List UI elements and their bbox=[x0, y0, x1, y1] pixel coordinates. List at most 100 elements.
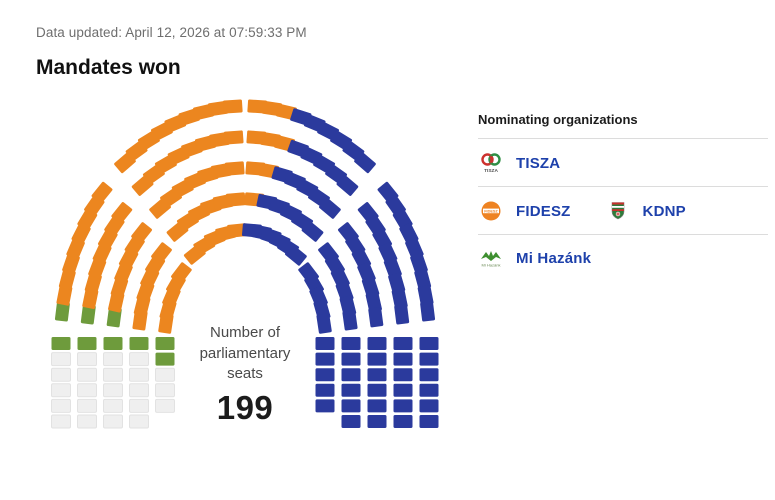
seat[interactable] bbox=[410, 253, 428, 275]
seat[interactable] bbox=[103, 337, 123, 350]
seat[interactable] bbox=[341, 337, 361, 350]
seat[interactable] bbox=[419, 415, 439, 428]
legend-label-fidesz[interactable]: FIDESZ bbox=[516, 202, 571, 220]
seat[interactable] bbox=[155, 352, 175, 366]
seat[interactable] bbox=[315, 399, 335, 413]
seat[interactable] bbox=[341, 352, 361, 366]
seat[interactable] bbox=[318, 197, 341, 219]
seat[interactable] bbox=[155, 337, 175, 350]
seat[interactable] bbox=[170, 262, 192, 285]
seat[interactable] bbox=[155, 398, 175, 413]
seat[interactable] bbox=[393, 415, 413, 428]
seat[interactable] bbox=[419, 352, 439, 366]
seat[interactable] bbox=[77, 367, 97, 382]
legend-label-tisza[interactable]: TISZA bbox=[516, 154, 561, 172]
seat[interactable] bbox=[419, 399, 439, 413]
seat[interactable] bbox=[129, 367, 149, 382]
legend-label-kdnp[interactable]: KDNP bbox=[642, 202, 686, 220]
seat[interactable] bbox=[225, 192, 246, 207]
seat[interactable] bbox=[103, 398, 123, 413]
seat[interactable] bbox=[341, 399, 361, 413]
seat[interactable] bbox=[394, 304, 410, 325]
seat[interactable] bbox=[365, 291, 382, 313]
seat[interactable] bbox=[51, 352, 71, 367]
seat[interactable] bbox=[419, 337, 439, 350]
seat[interactable] bbox=[129, 414, 149, 429]
seat[interactable] bbox=[129, 398, 149, 413]
seat[interactable] bbox=[51, 414, 71, 429]
legend-party-kdnp[interactable]: KDNP bbox=[605, 201, 686, 221]
seat[interactable] bbox=[341, 368, 361, 382]
seat[interactable] bbox=[393, 383, 413, 397]
seat[interactable] bbox=[315, 383, 335, 397]
seat[interactable] bbox=[420, 301, 436, 322]
legend-party-mihazank[interactable]: Mi Hazánk Mi Hazánk bbox=[478, 248, 591, 268]
seat[interactable] bbox=[80, 304, 96, 325]
seat[interactable] bbox=[367, 415, 387, 428]
seat[interactable] bbox=[129, 337, 149, 350]
seat[interactable] bbox=[367, 399, 387, 413]
seat[interactable] bbox=[367, 352, 387, 366]
seat[interactable] bbox=[388, 272, 406, 294]
seat[interactable] bbox=[58, 268, 76, 291]
seat[interactable] bbox=[77, 398, 97, 413]
legend-label-mihazank[interactable]: Mi Hazánk bbox=[516, 249, 592, 267]
seat[interactable] bbox=[51, 367, 71, 382]
seat[interactable] bbox=[129, 352, 149, 367]
seat[interactable] bbox=[131, 222, 153, 245]
seat[interactable] bbox=[419, 383, 439, 397]
seat[interactable] bbox=[341, 383, 361, 397]
seat[interactable] bbox=[103, 414, 123, 429]
seat[interactable] bbox=[284, 244, 307, 266]
seat[interactable] bbox=[222, 99, 243, 114]
seat[interactable] bbox=[393, 368, 413, 382]
seat[interactable] bbox=[82, 288, 99, 310]
seat[interactable] bbox=[315, 368, 335, 382]
seat[interactable] bbox=[336, 174, 359, 196]
seat[interactable] bbox=[77, 414, 97, 429]
seat[interactable] bbox=[155, 383, 175, 398]
seat[interactable] bbox=[77, 337, 97, 350]
seat[interactable] bbox=[103, 383, 123, 398]
legend-party-tisza[interactable]: TISZA TISZA bbox=[478, 152, 560, 174]
seat[interactable] bbox=[417, 285, 434, 306]
seat[interactable] bbox=[391, 288, 408, 310]
legend-row-fidesz-kdnp[interactable]: FIDESZ FIDESZ KDNP bbox=[478, 187, 768, 235]
seat[interactable] bbox=[315, 337, 335, 350]
seat[interactable] bbox=[106, 307, 122, 328]
seat[interactable] bbox=[51, 383, 71, 398]
seat[interactable] bbox=[316, 313, 332, 334]
seat[interactable] bbox=[393, 399, 413, 413]
seat[interactable] bbox=[103, 352, 123, 367]
legend-row-mi-hazank[interactable]: Mi Hazánk Mi Hazánk bbox=[478, 235, 768, 280]
seat[interactable] bbox=[51, 337, 71, 350]
seat[interactable] bbox=[91, 181, 113, 204]
seat[interactable] bbox=[419, 368, 439, 382]
seat[interactable] bbox=[393, 337, 413, 350]
seat[interactable] bbox=[77, 383, 97, 398]
legend-party-fidesz[interactable]: FIDESZ FIDESZ bbox=[478, 200, 571, 222]
seat[interactable] bbox=[111, 201, 133, 224]
seat[interactable] bbox=[54, 301, 70, 322]
seat[interactable] bbox=[155, 367, 175, 382]
seat[interactable] bbox=[354, 151, 377, 174]
seat[interactable] bbox=[368, 307, 384, 328]
seat[interactable] bbox=[367, 368, 387, 382]
seat[interactable] bbox=[341, 415, 361, 428]
seat[interactable] bbox=[367, 383, 387, 397]
seat[interactable] bbox=[129, 383, 149, 398]
seat[interactable] bbox=[77, 352, 97, 367]
seat[interactable] bbox=[51, 398, 71, 413]
seat[interactable] bbox=[393, 352, 413, 366]
seat[interactable] bbox=[301, 220, 324, 242]
legend-row-tisza[interactable]: TISZA TISZA bbox=[478, 139, 768, 187]
seat[interactable] bbox=[367, 337, 387, 350]
seat[interactable] bbox=[151, 242, 173, 265]
seat[interactable] bbox=[56, 285, 73, 306]
seat[interactable] bbox=[342, 310, 358, 331]
seat[interactable] bbox=[103, 367, 123, 382]
seat[interactable] bbox=[414, 268, 432, 291]
seat[interactable] bbox=[223, 130, 244, 145]
seat[interactable] bbox=[315, 352, 335, 366]
seat[interactable] bbox=[224, 161, 245, 176]
